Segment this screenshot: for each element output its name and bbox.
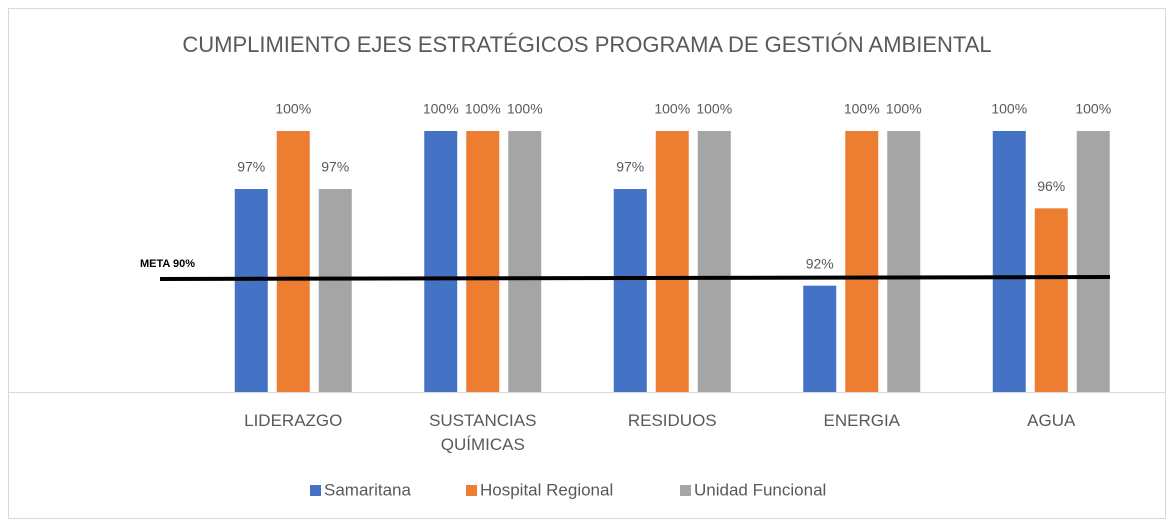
bar	[276, 131, 310, 392]
bar	[318, 189, 352, 392]
legend-swatch	[310, 485, 321, 496]
legend-label: Samaritana	[324, 480, 411, 499]
bar	[613, 189, 647, 392]
annotation: META 90%	[140, 258, 195, 270]
data-label: 92%	[806, 255, 834, 271]
data-label: 100%	[654, 101, 690, 117]
target-line	[159, 275, 1111, 281]
data-label: 100%	[696, 101, 732, 117]
x-tick-label: RESIDUOS	[627, 411, 717, 430]
legend-label: Unidad Funcional	[694, 480, 826, 499]
data-label: 97%	[321, 159, 349, 175]
data-label: 97%	[237, 159, 265, 175]
data-label: 100%	[507, 101, 543, 117]
bar	[655, 131, 689, 392]
chart-border	[8, 8, 1166, 519]
bar	[234, 189, 268, 392]
bar	[697, 131, 731, 392]
data-label: 100%	[844, 101, 880, 117]
legend-swatch	[680, 485, 691, 496]
legend-label: Hospital Regional	[480, 480, 613, 499]
chart-title: CUMPLIMIENTO EJES ESTRATÉGICOS PROGRAMA …	[182, 32, 991, 57]
data-label: 100%	[991, 101, 1027, 117]
x-tick-label: ENERGIA	[823, 411, 901, 430]
data-label: 100%	[465, 101, 501, 117]
data-label: 96%	[1037, 178, 1065, 194]
x-tick-label: AGUA	[1027, 411, 1076, 430]
data-label: 100%	[423, 101, 459, 117]
data-label: 100%	[275, 101, 311, 117]
bar	[1076, 131, 1110, 392]
bar	[508, 131, 542, 392]
legend-swatch	[466, 485, 477, 496]
data-label: 97%	[616, 159, 644, 175]
bar	[992, 131, 1026, 392]
x-tick-label: SUSTANCIAS QUÍMICAS	[429, 411, 537, 454]
bar	[1034, 208, 1068, 392]
bar	[845, 131, 879, 392]
x-tick-label: LIDERAZGO	[244, 411, 343, 430]
bar	[424, 131, 458, 392]
bar	[466, 131, 500, 392]
data-label: 100%	[1075, 101, 1111, 117]
data-label: 100%	[886, 101, 922, 117]
bar	[803, 285, 837, 392]
bar	[887, 131, 921, 392]
